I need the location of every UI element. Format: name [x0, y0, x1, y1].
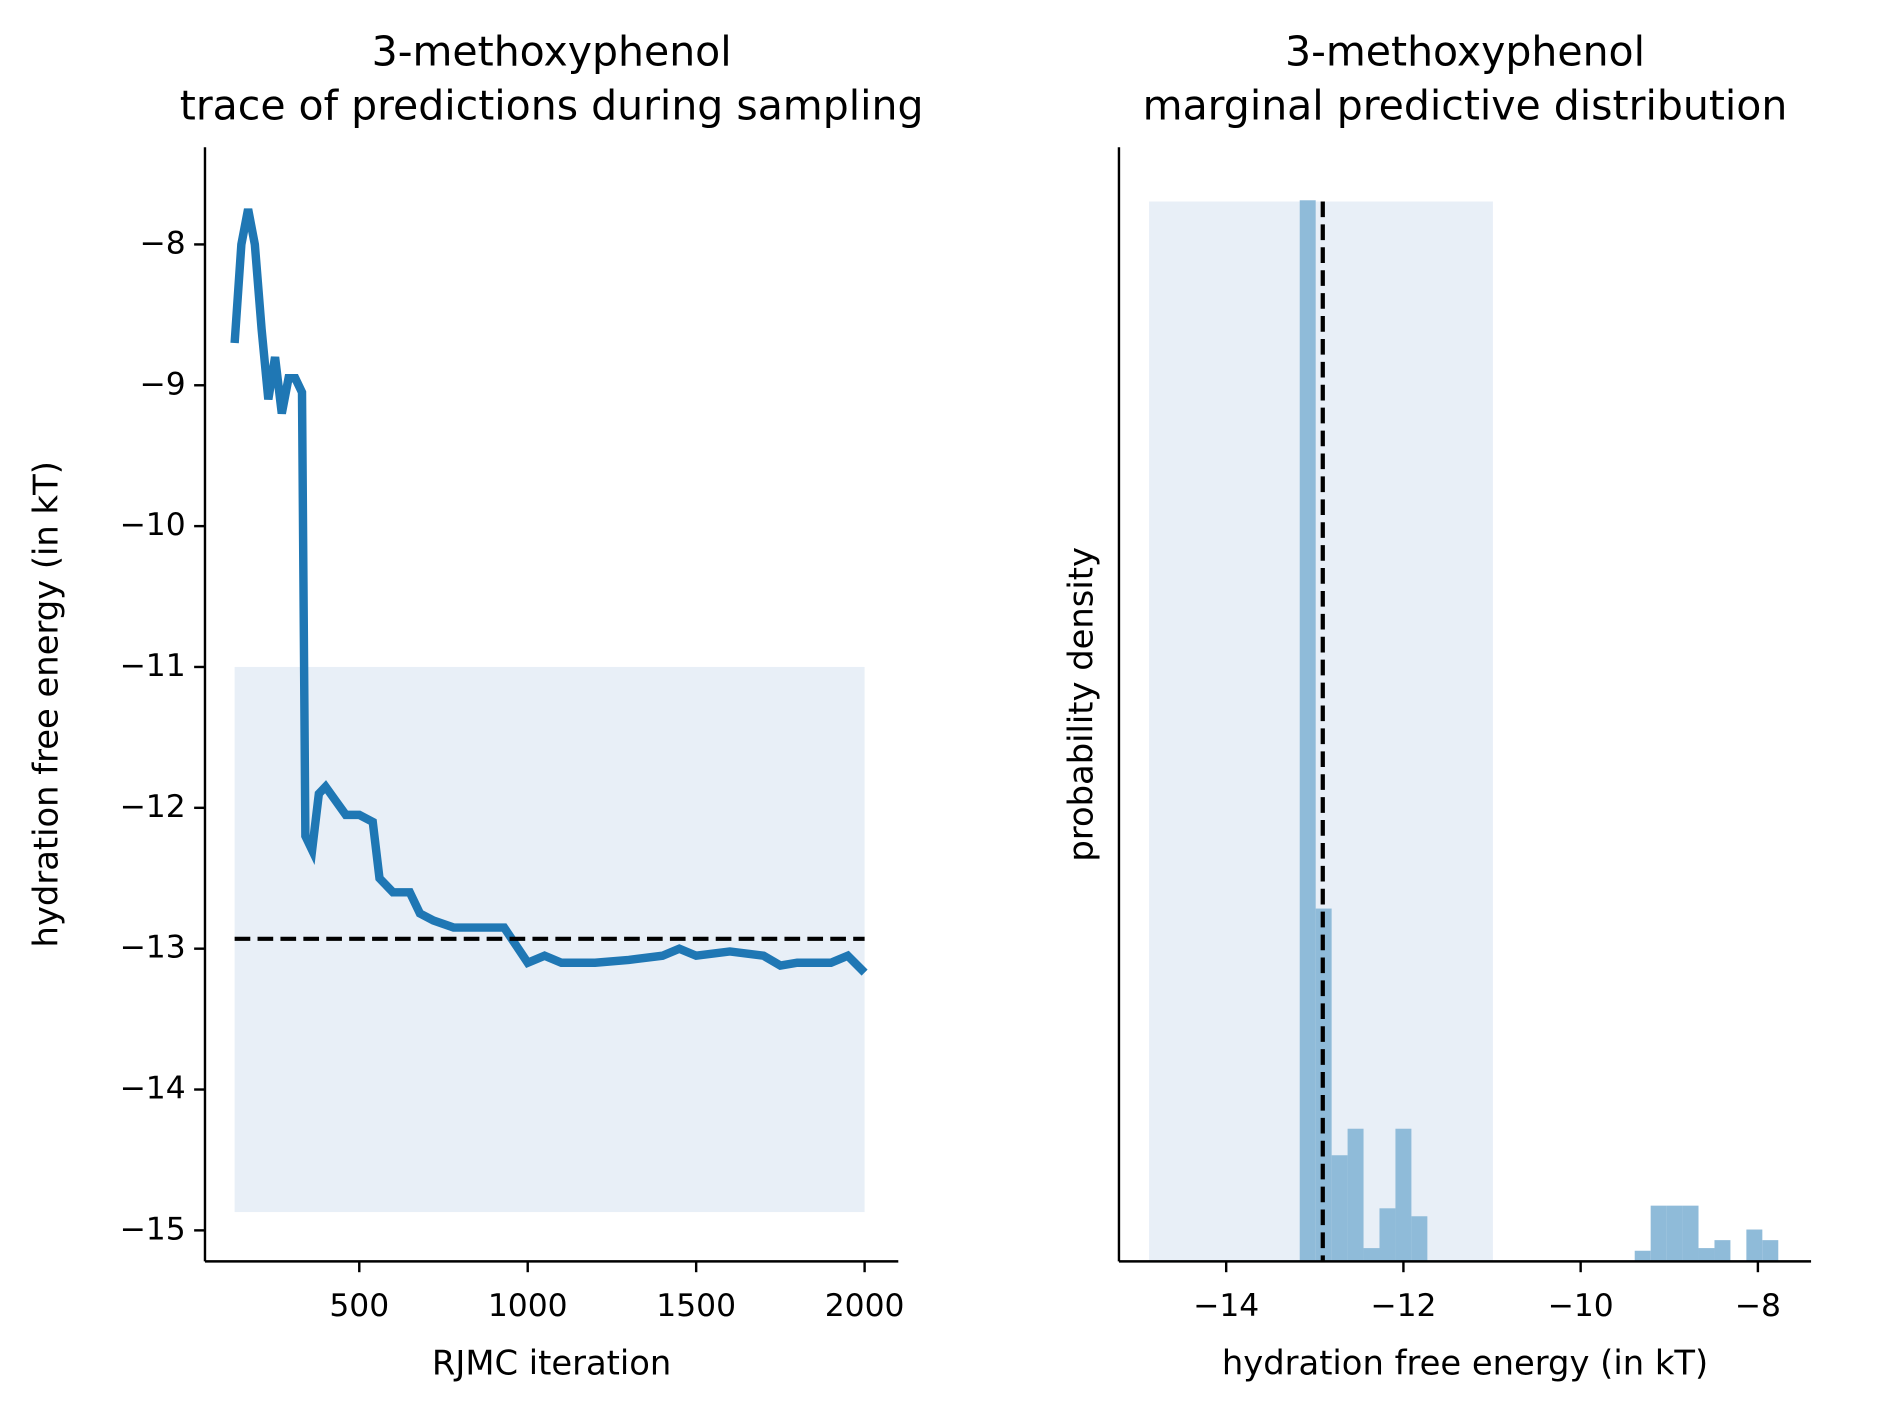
y-tick-label: −15	[120, 1211, 186, 1247]
histogram-bar	[1411, 1216, 1428, 1262]
y-tick-label: −13	[120, 930, 186, 966]
chart-title: 3-methoxyphenol	[1285, 27, 1645, 75]
histogram-bar	[1698, 1248, 1715, 1262]
histogram-bar	[1363, 1248, 1380, 1262]
x-tick-label: 1500	[656, 1288, 736, 1324]
y-tick-label: −9	[140, 366, 186, 402]
chart-subtitle: trace of predictions during sampling	[180, 82, 924, 130]
chart-subtitle: marginal predictive distribution	[1143, 82, 1788, 130]
chart-title: 3-methoxyphenol	[372, 27, 732, 75]
x-axis-label: hydration free energy (in kT)	[1222, 1344, 1708, 1383]
x-tick-label: −12	[1370, 1288, 1436, 1324]
y-axis-label: probability density	[1061, 547, 1100, 862]
x-axis-label: RJMC iteration	[432, 1344, 671, 1383]
x-tick-label: 500	[329, 1288, 389, 1324]
histogram-bar	[1634, 1250, 1651, 1262]
histogram-bar	[1347, 1128, 1364, 1262]
histogram-bar	[1379, 1208, 1396, 1262]
histogram-bar	[1395, 1128, 1412, 1262]
histogram-bar	[1682, 1205, 1699, 1262]
x-tick-label: −14	[1193, 1288, 1259, 1324]
y-tick-label: −11	[120, 648, 186, 684]
histogram-bar	[1666, 1205, 1683, 1262]
x-tick-label: −10	[1548, 1288, 1614, 1324]
y-tick-label: −10	[120, 507, 186, 543]
x-tick-label: 2000	[825, 1288, 905, 1324]
y-tick-label: −12	[120, 789, 186, 825]
x-tick-label: −8	[1735, 1288, 1781, 1324]
histogram-bar	[1762, 1240, 1779, 1262]
histogram-bar	[1299, 200, 1316, 1262]
histogram-bar	[1331, 1155, 1348, 1262]
x-tick-label: 1000	[488, 1288, 568, 1324]
y-tick-label: −14	[120, 1071, 186, 1107]
histogram-bar	[1650, 1205, 1667, 1262]
y-tick-label: −8	[140, 225, 186, 261]
trace-line	[230, 208, 868, 976]
histogram-bar	[1714, 1240, 1731, 1262]
y-axis-label: hydration free energy (in kT)	[27, 461, 66, 947]
histogram-bar	[1746, 1229, 1763, 1262]
